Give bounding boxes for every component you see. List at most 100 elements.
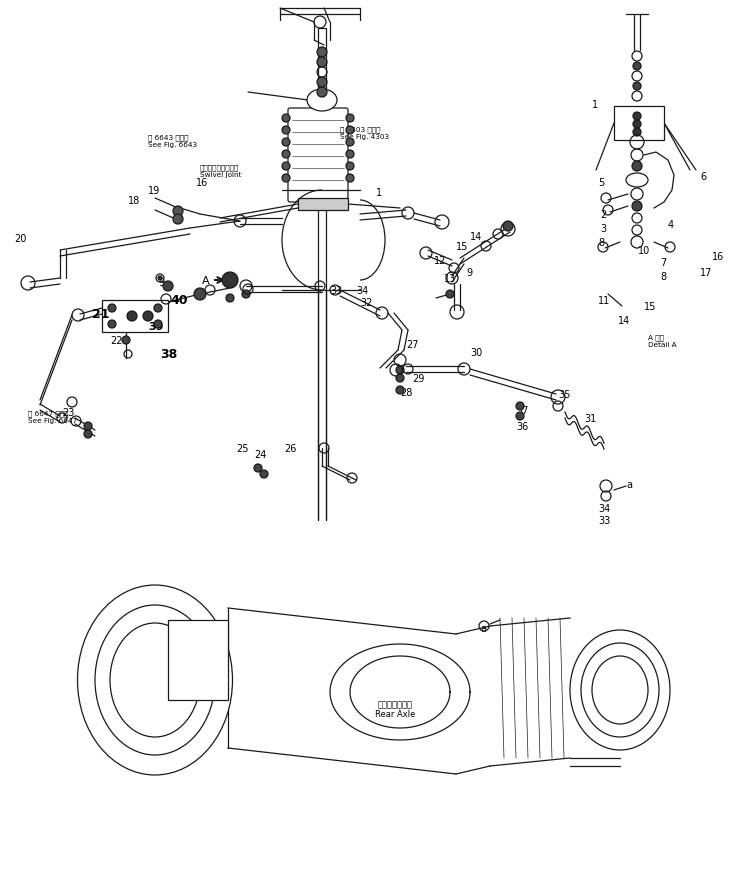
Ellipse shape <box>626 173 648 187</box>
Text: 8: 8 <box>660 272 666 282</box>
Circle shape <box>222 272 238 288</box>
Text: 33: 33 <box>598 516 611 526</box>
Circle shape <box>282 138 290 146</box>
Circle shape <box>194 288 206 300</box>
Circle shape <box>127 311 137 321</box>
Text: スイベルジョイント
Swivel Joint: スイベルジョイント Swivel Joint <box>200 164 241 178</box>
Circle shape <box>282 114 290 122</box>
Ellipse shape <box>95 605 215 755</box>
Text: 9: 9 <box>158 278 164 288</box>
Text: 25: 25 <box>236 444 248 454</box>
Circle shape <box>122 336 130 344</box>
Text: 13: 13 <box>444 274 456 284</box>
Bar <box>298 198 348 210</box>
Circle shape <box>396 366 404 374</box>
Text: 12: 12 <box>434 256 447 266</box>
Text: 第 4303 図参照
See Fig. 4303: 第 4303 図参照 See Fig. 4303 <box>340 126 389 140</box>
Circle shape <box>346 150 354 158</box>
Circle shape <box>317 47 327 57</box>
Circle shape <box>633 82 641 90</box>
Circle shape <box>317 87 327 97</box>
Circle shape <box>173 214 183 224</box>
Ellipse shape <box>110 623 200 737</box>
Text: a: a <box>480 624 486 634</box>
Text: 40: 40 <box>170 294 187 307</box>
Text: 11: 11 <box>598 296 611 306</box>
Text: 15: 15 <box>644 302 656 312</box>
Text: 34: 34 <box>356 286 368 296</box>
Circle shape <box>632 161 642 171</box>
Text: 36: 36 <box>516 422 528 432</box>
Circle shape <box>346 114 354 122</box>
Circle shape <box>242 290 250 298</box>
Text: 14: 14 <box>470 232 482 242</box>
Text: 1: 1 <box>376 188 382 198</box>
Circle shape <box>108 320 116 328</box>
Circle shape <box>84 430 92 438</box>
Text: 第 6643 図参照
See Fig. 6643: 第 6643 図参照 See Fig. 6643 <box>148 134 197 147</box>
Text: 17: 17 <box>700 268 712 278</box>
Text: A: A <box>202 276 210 286</box>
Text: 34: 34 <box>598 504 611 514</box>
Text: a: a <box>626 480 632 490</box>
Text: 14: 14 <box>618 316 630 326</box>
Circle shape <box>173 206 183 216</box>
Circle shape <box>633 128 641 136</box>
Circle shape <box>154 304 162 312</box>
Circle shape <box>143 311 153 321</box>
Text: 15: 15 <box>456 242 468 252</box>
Circle shape <box>282 174 290 182</box>
Text: 10: 10 <box>638 246 650 256</box>
Ellipse shape <box>581 643 659 737</box>
Text: 1: 1 <box>592 100 598 110</box>
Circle shape <box>516 402 524 410</box>
Ellipse shape <box>592 656 648 724</box>
Text: 16: 16 <box>712 252 724 262</box>
Circle shape <box>396 386 404 394</box>
Circle shape <box>317 77 327 87</box>
Text: 24: 24 <box>254 450 266 460</box>
Circle shape <box>158 276 162 280</box>
Text: 31: 31 <box>584 414 596 424</box>
Text: 4: 4 <box>668 220 674 230</box>
Circle shape <box>163 281 173 291</box>
Text: 33: 33 <box>330 286 342 296</box>
Circle shape <box>396 374 404 382</box>
Circle shape <box>226 294 234 302</box>
Text: 28: 28 <box>400 388 412 398</box>
Text: 19: 19 <box>148 186 160 196</box>
Circle shape <box>317 57 327 67</box>
Circle shape <box>260 470 268 478</box>
Text: 35: 35 <box>558 390 570 400</box>
Circle shape <box>84 422 92 430</box>
Text: 第 6647 図参照
See Fig. 6647: 第 6647 図参照 See Fig. 6647 <box>28 410 77 424</box>
Circle shape <box>282 150 290 158</box>
Circle shape <box>254 464 262 472</box>
FancyBboxPatch shape <box>288 108 348 202</box>
Text: 2: 2 <box>600 210 606 220</box>
Text: 20: 20 <box>14 234 26 244</box>
Text: 29: 29 <box>412 374 424 384</box>
Circle shape <box>633 62 641 70</box>
Ellipse shape <box>307 89 337 111</box>
Text: 39: 39 <box>148 322 163 332</box>
Bar <box>614 106 664 140</box>
Circle shape <box>516 412 524 420</box>
Circle shape <box>154 320 162 328</box>
Text: 27: 27 <box>406 340 419 350</box>
Circle shape <box>633 120 641 128</box>
Bar <box>102 300 168 332</box>
Text: リヤーアクスル
Rear Axle: リヤーアクスル Rear Axle <box>374 700 415 719</box>
Circle shape <box>282 162 290 170</box>
Text: 21: 21 <box>92 308 110 321</box>
Text: 37: 37 <box>516 406 529 416</box>
Text: 30: 30 <box>470 348 482 358</box>
Text: 18: 18 <box>128 196 141 206</box>
Circle shape <box>108 304 116 312</box>
Circle shape <box>346 138 354 146</box>
Text: 9: 9 <box>466 268 472 278</box>
Text: A 詳細
Detail A: A 詳細 Detail A <box>648 334 677 348</box>
Circle shape <box>632 201 642 211</box>
Text: 16: 16 <box>196 178 208 188</box>
Bar <box>168 620 228 700</box>
